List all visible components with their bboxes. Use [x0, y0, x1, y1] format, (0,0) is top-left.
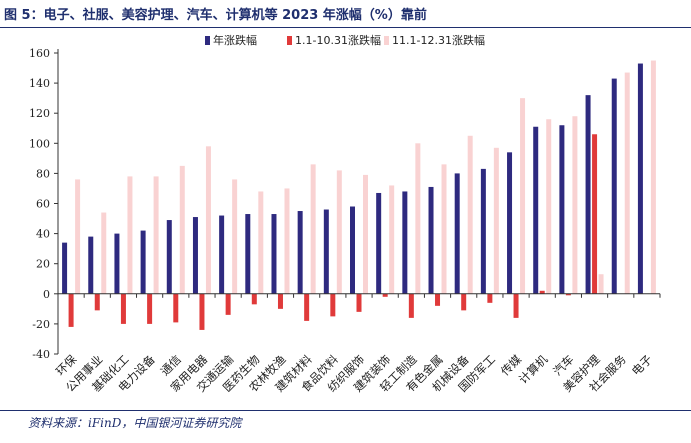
- bar-1-1: [62, 242, 68, 294]
- bar-1-13: [376, 192, 382, 294]
- bar-3-1: [75, 179, 81, 294]
- bar-3-4: [153, 176, 159, 294]
- bar-1-4: [140, 230, 146, 294]
- bar-2-7: [225, 293, 231, 315]
- bar-1-8: [245, 214, 251, 294]
- bar-2-13: [382, 293, 388, 297]
- source-note: 资料来源：iFinD，中国银河证券研究院: [28, 416, 242, 430]
- bar-3-5: [179, 165, 185, 294]
- bar-2-16: [461, 293, 467, 311]
- bar-2-5: [173, 293, 179, 323]
- bar-1-17: [480, 168, 486, 294]
- y-tick-label: 160: [29, 47, 50, 60]
- bar-2-15: [435, 293, 441, 306]
- bar-1-3: [114, 233, 120, 294]
- legend-swatch-1: [205, 36, 210, 45]
- bar-2-18: [513, 293, 519, 318]
- bar-1-19: [533, 126, 539, 294]
- bar-1-23: [637, 63, 643, 294]
- y-tick-label: 20: [36, 258, 50, 271]
- bar-2-17: [487, 293, 493, 303]
- y-tick-label: 40: [36, 228, 50, 241]
- bar-3-9: [284, 188, 290, 294]
- bar-2-14: [408, 293, 414, 318]
- y-tick-label: -40: [32, 348, 50, 361]
- bar-3-19: [546, 119, 552, 294]
- bar-1-14: [402, 191, 408, 294]
- category-label: 计算机: [516, 352, 551, 387]
- bar-3-15: [441, 164, 447, 294]
- bar-3-17: [493, 147, 499, 294]
- bar-2-20: [565, 293, 571, 296]
- bar-3-20: [572, 116, 578, 294]
- bar-2-2: [94, 293, 100, 311]
- bar-3-12: [363, 174, 368, 294]
- legend-label-3: 11.1-12.31涨跌幅: [392, 33, 485, 47]
- bar-1-15: [428, 186, 434, 294]
- bar-3-10: [310, 164, 316, 294]
- bar-3-14: [415, 143, 421, 294]
- bar-1-11: [323, 209, 329, 294]
- bar-3-23: [650, 60, 656, 294]
- legend-label-1: 年涨跌幅: [213, 33, 257, 47]
- bar-2-21: [592, 134, 598, 294]
- bar-3-22: [624, 72, 630, 294]
- bar-3-16: [467, 135, 473, 294]
- bar-2-11: [330, 293, 336, 317]
- bar-1-2: [88, 236, 94, 294]
- bar-1-5: [166, 220, 172, 294]
- bar-3-7: [232, 179, 238, 294]
- bar-1-20: [559, 125, 565, 294]
- bar-3-21: [598, 274, 604, 294]
- bar-1-12: [350, 206, 355, 294]
- legend-label-2: 1.1-10.31涨跌幅: [295, 33, 381, 47]
- bar-1-16: [454, 173, 460, 294]
- bar-1-10: [297, 211, 303, 294]
- bar-3-18: [520, 98, 526, 294]
- figure-title: 图 5：电子、社服、美容护理、汽车、计算机等 2023 年涨幅（%）靠前: [4, 8, 427, 23]
- bar-1-6: [192, 217, 198, 294]
- bar-1-9: [271, 214, 277, 294]
- bar-2-9: [277, 293, 283, 309]
- legend-swatch-2: [287, 36, 292, 45]
- y-tick-label: 140: [29, 77, 50, 90]
- y-tick-label: 80: [36, 167, 50, 180]
- bar-2-4: [147, 293, 153, 324]
- bar-1-7: [219, 215, 225, 294]
- bar-1-22: [611, 78, 617, 294]
- bar-1-21: [585, 95, 591, 294]
- category-label: 电子: [629, 352, 655, 378]
- bar-2-19: [539, 290, 545, 294]
- y-tick-label: 100: [29, 137, 50, 150]
- bar-3-8: [258, 191, 264, 294]
- bar-3-13: [389, 185, 395, 294]
- y-tick-label: 0: [43, 288, 50, 301]
- bar-3-2: [101, 212, 107, 294]
- bar-2-12: [356, 293, 362, 312]
- bar-1-18: [507, 152, 513, 294]
- bar-2-6: [199, 293, 205, 330]
- bar-2-10: [304, 293, 310, 321]
- bar-2-1: [68, 293, 74, 327]
- y-tick-label: 60: [36, 198, 50, 211]
- y-tick-label: 120: [29, 107, 50, 120]
- bar-2-3: [120, 293, 126, 324]
- legend-swatch-3: [384, 36, 389, 45]
- bar-3-6: [205, 146, 211, 294]
- top-rule: [0, 27, 691, 28]
- bar-3-11: [336, 170, 342, 294]
- bottom-rule: [0, 410, 691, 411]
- bar-3-3: [127, 176, 133, 294]
- bar-2-8: [251, 293, 257, 305]
- y-tick-label: -20: [32, 318, 50, 331]
